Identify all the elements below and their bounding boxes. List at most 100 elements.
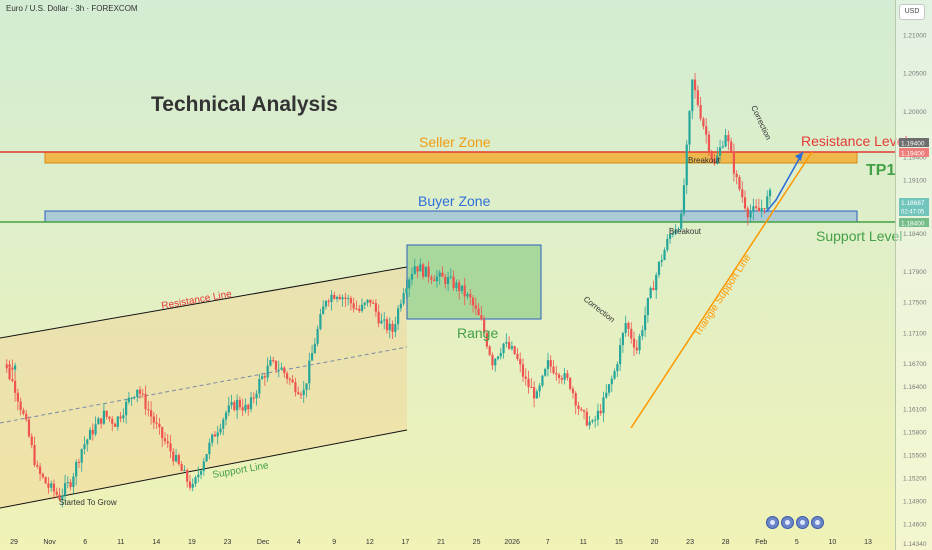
candle[interactable] <box>272 359 275 361</box>
candle[interactable] <box>383 319 386 321</box>
candle[interactable] <box>591 420 594 422</box>
candle[interactable] <box>705 126 708 135</box>
candle[interactable] <box>560 378 563 380</box>
candle[interactable] <box>322 306 325 315</box>
candle[interactable] <box>419 264 422 272</box>
candle[interactable] <box>38 466 42 474</box>
candle[interactable] <box>91 429 94 435</box>
candle[interactable] <box>83 444 86 450</box>
candle[interactable] <box>596 410 600 420</box>
candle[interactable] <box>8 368 11 380</box>
candle[interactable] <box>546 360 550 369</box>
candle[interactable] <box>741 189 744 198</box>
candle[interactable] <box>50 483 53 488</box>
candle[interactable] <box>216 432 219 437</box>
candle[interactable] <box>433 279 436 282</box>
candle[interactable] <box>77 461 81 463</box>
candle[interactable] <box>330 294 333 302</box>
candle[interactable] <box>219 428 222 433</box>
candle[interactable] <box>519 359 522 365</box>
candle[interactable] <box>513 346 516 354</box>
candle[interactable] <box>75 461 78 477</box>
candle[interactable] <box>605 392 608 398</box>
candle[interactable] <box>266 365 269 378</box>
candle[interactable] <box>19 401 22 411</box>
candle[interactable] <box>452 276 455 289</box>
candle[interactable] <box>238 399 242 408</box>
candle[interactable] <box>227 405 230 413</box>
candle[interactable] <box>86 439 89 445</box>
candle[interactable] <box>94 424 97 435</box>
candle[interactable] <box>366 299 369 303</box>
candle[interactable] <box>527 378 530 388</box>
candle[interactable] <box>685 144 688 186</box>
candle[interactable] <box>297 392 300 395</box>
candle[interactable] <box>247 404 250 410</box>
candle[interactable] <box>444 276 447 285</box>
candle[interactable] <box>397 308 400 325</box>
candle[interactable] <box>377 311 380 324</box>
candle[interactable] <box>488 346 491 355</box>
candle[interactable] <box>27 419 31 437</box>
candle[interactable] <box>258 378 261 394</box>
candle[interactable] <box>607 384 611 393</box>
candle[interactable] <box>657 261 661 275</box>
candle[interactable] <box>619 345 622 365</box>
candle[interactable] <box>424 266 427 277</box>
candle[interactable] <box>125 401 128 416</box>
candle[interactable] <box>688 111 691 145</box>
candle[interactable] <box>491 354 494 366</box>
candle[interactable] <box>324 301 328 307</box>
candle[interactable] <box>352 303 355 309</box>
candle[interactable] <box>710 151 713 159</box>
candle[interactable] <box>538 385 541 392</box>
candle[interactable] <box>291 379 294 383</box>
candle[interactable] <box>222 419 225 429</box>
candle[interactable] <box>100 418 103 424</box>
candle[interactable] <box>627 323 630 329</box>
candle[interactable] <box>449 276 452 278</box>
candle[interactable] <box>610 378 613 385</box>
candle[interactable] <box>105 410 108 417</box>
candle[interactable] <box>224 412 228 420</box>
candle[interactable] <box>516 353 519 360</box>
candle[interactable] <box>213 434 217 437</box>
candle[interactable] <box>172 451 175 462</box>
buyer-zone-box[interactable] <box>44 210 858 223</box>
candle[interactable] <box>30 436 33 446</box>
candle[interactable] <box>594 419 597 421</box>
candle[interactable] <box>499 353 502 357</box>
candle[interactable] <box>435 276 439 282</box>
candle[interactable] <box>5 365 8 369</box>
candle[interactable] <box>563 373 566 380</box>
candle[interactable] <box>341 297 344 300</box>
candle[interactable] <box>408 279 411 289</box>
candle[interactable] <box>416 266 419 272</box>
candle[interactable] <box>308 360 311 384</box>
candle[interactable] <box>180 464 183 471</box>
candle[interactable] <box>757 207 760 212</box>
candle[interactable] <box>233 402 236 411</box>
candle[interactable] <box>477 308 480 316</box>
candle[interactable] <box>718 147 722 156</box>
candle[interactable] <box>721 146 724 148</box>
candle[interactable] <box>191 483 194 488</box>
candle[interactable] <box>63 483 67 496</box>
candle[interactable] <box>25 413 28 420</box>
candle[interactable] <box>682 185 686 214</box>
candle[interactable] <box>585 411 588 426</box>
candle[interactable] <box>385 319 389 331</box>
candle[interactable] <box>244 404 247 411</box>
candle[interactable] <box>199 471 203 475</box>
candle[interactable] <box>768 189 772 197</box>
candle[interactable] <box>316 328 319 344</box>
candle[interactable] <box>147 409 150 411</box>
candle[interactable] <box>283 367 286 374</box>
candle[interactable] <box>569 377 572 389</box>
candle[interactable] <box>163 438 167 442</box>
candle[interactable] <box>372 302 375 304</box>
zoom-out-icon[interactable] <box>766 516 779 529</box>
candle[interactable] <box>666 238 669 250</box>
candle[interactable] <box>749 211 752 218</box>
candle[interactable] <box>483 319 486 334</box>
